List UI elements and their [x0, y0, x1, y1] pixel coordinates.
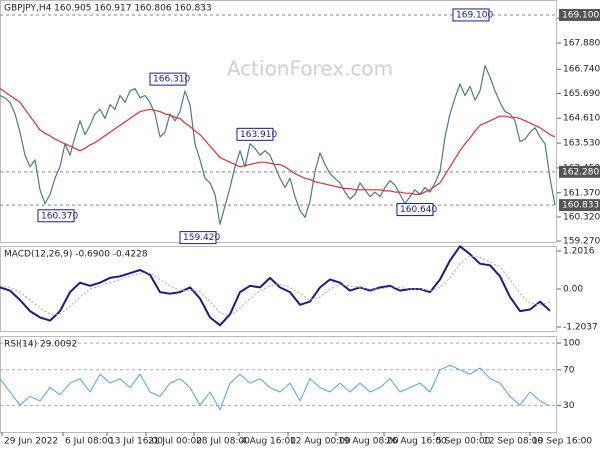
annotation-box	[37, 209, 75, 223]
y-tick-label: 167.880	[563, 39, 600, 49]
y-tick-label: 100	[563, 339, 580, 349]
annotation-box	[149, 72, 187, 86]
annotation-label: 160.640	[400, 205, 437, 215]
level-label: 160.833	[562, 201, 599, 211]
panel-title: GBPJPY,H4 160.905 160.917 160.806 160.83…	[4, 4, 212, 14]
y-tick-label: 164.610	[563, 114, 600, 124]
level-label-box	[559, 165, 600, 178]
x-tick-label: 28 Jul 08:00	[196, 437, 250, 447]
annotation-box	[396, 203, 434, 217]
y-tick-label: 1.2016	[563, 247, 595, 257]
annotation-box	[179, 231, 217, 245]
x-tick-label: 19 Aug 08:00	[338, 437, 399, 447]
x-tick-label: 26 Aug 16:00	[386, 437, 447, 447]
annotation-box	[452, 8, 490, 22]
annotation-label: 166.310	[153, 75, 190, 85]
y-tick-label: 0.00	[563, 284, 583, 294]
series-line	[0, 65, 556, 225]
series-line	[0, 88, 556, 195]
y-tick-label: 161.370	[563, 188, 600, 198]
series-line	[0, 245, 551, 327]
panel-frame	[0, 336, 557, 433]
x-tick-label: 4 Aug 16:00	[241, 437, 296, 447]
level-label-box	[559, 199, 600, 212]
x-tick-label: 12 Aug 00:00	[290, 437, 351, 447]
panel-title: MACD(12,26,9) -0.6900 -0.4228	[4, 250, 148, 260]
annotation-label: 169.100	[456, 10, 493, 20]
y-tick-label: -1.2037	[563, 323, 598, 333]
annotation-label: 160.370	[41, 211, 78, 221]
panel-frame	[0, 246, 557, 332]
y-tick-label: 160.320	[563, 212, 600, 222]
y-tick-label: 165.690	[563, 89, 600, 99]
x-tick-label: 29 Jun 2022	[4, 437, 58, 447]
series-line	[0, 255, 551, 317]
annotation-box	[236, 127, 274, 141]
level-label-box	[559, 8, 600, 21]
y-tick-label: 166.740	[563, 65, 600, 75]
x-tick-label: 12 Sep 08:00	[483, 437, 543, 447]
x-tick-label: 21 Jul 00:00	[148, 437, 202, 447]
annotation-label: 159.420	[183, 233, 220, 243]
panel-frame	[0, 0, 557, 243]
x-tick-label: 19 Sep 16:00	[532, 437, 592, 447]
y-tick-label: 159.270	[563, 237, 600, 247]
level-label: 162.280	[562, 167, 599, 177]
annotation-label: 163.910	[240, 130, 277, 140]
y-tick-label: 163.530	[563, 139, 600, 149]
x-tick-label: 13 Jul 16:00	[109, 437, 163, 447]
y-tick-label: 30	[563, 401, 575, 411]
y-tick-label: 70	[563, 365, 575, 375]
panel-title: RSI(14) 29.0092	[4, 340, 77, 350]
watermark: ActionForex.com	[227, 57, 393, 81]
x-tick-label: 5 Sep 00:00	[436, 437, 491, 447]
level-label: 169.100	[562, 10, 599, 20]
x-tick-label: 6 Jul 08:00	[65, 437, 114, 447]
series-line	[0, 364, 551, 411]
